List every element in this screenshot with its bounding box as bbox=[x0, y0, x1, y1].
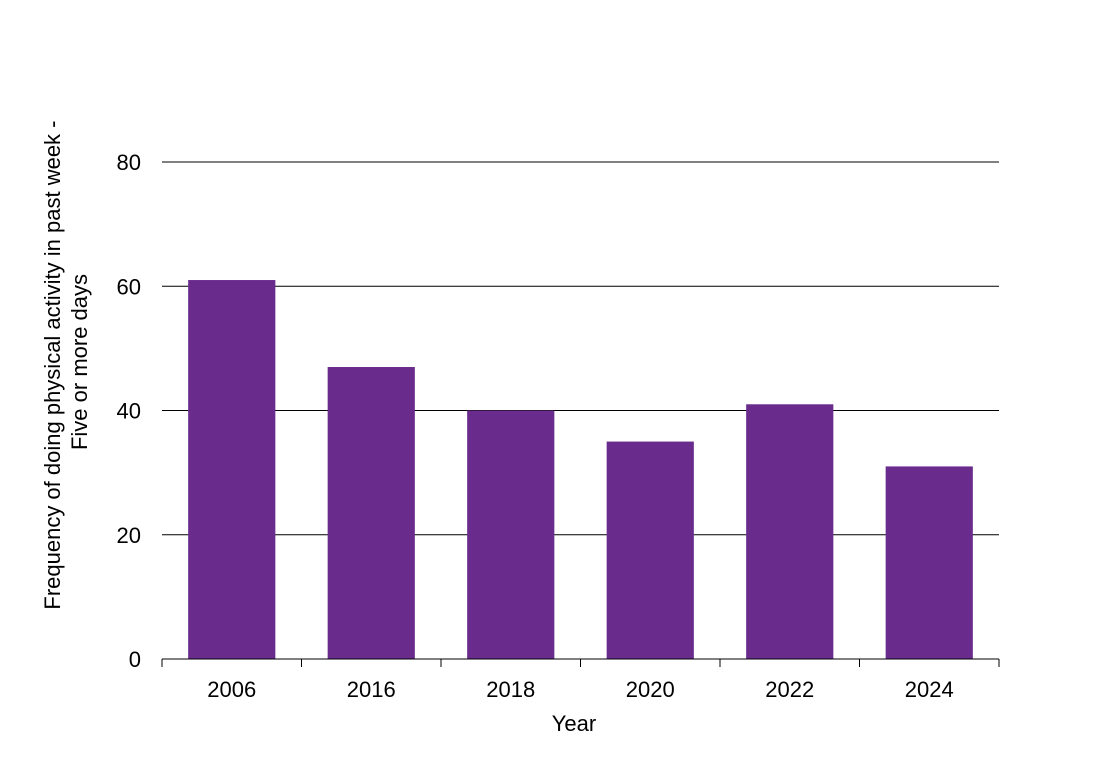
y-axis-title: Frequency of doing physical activity in … bbox=[40, 114, 92, 609]
gridlines bbox=[162, 161, 999, 536]
x-axis-title: Year bbox=[552, 711, 596, 736]
bar-2022 bbox=[746, 404, 834, 659]
bar-2024 bbox=[885, 466, 973, 659]
y-axis-title-line-1: Frequency of doing physical activity in … bbox=[40, 121, 65, 610]
x-axis bbox=[161, 658, 1000, 667]
y-axis-title-line-2: Five or more days bbox=[67, 274, 92, 450]
y-tick-label: 80 bbox=[117, 150, 141, 175]
y-tick-label: 60 bbox=[117, 274, 141, 299]
bar-2016 bbox=[327, 367, 415, 659]
bar-2020 bbox=[606, 441, 694, 659]
y-tick-label: 40 bbox=[117, 399, 141, 424]
bar-2006 bbox=[188, 280, 276, 659]
y-tick-label: 0 bbox=[129, 647, 141, 672]
bars bbox=[188, 280, 973, 659]
y-tick-label: 20 bbox=[117, 523, 141, 548]
y-tick-labels: 0 20 40 60 80 bbox=[117, 150, 141, 672]
x-tick-label: 2024 bbox=[905, 677, 954, 702]
x-tick-label: 2020 bbox=[626, 677, 675, 702]
x-tick-labels: 2006 2016 2018 2020 2022 2024 bbox=[207, 677, 953, 702]
x-tick-label: 2018 bbox=[486, 677, 535, 702]
bar-2018 bbox=[467, 410, 555, 659]
x-tick-label: 2022 bbox=[765, 677, 814, 702]
x-tick-label: 2016 bbox=[347, 677, 396, 702]
x-tick-label: 2006 bbox=[207, 677, 256, 702]
